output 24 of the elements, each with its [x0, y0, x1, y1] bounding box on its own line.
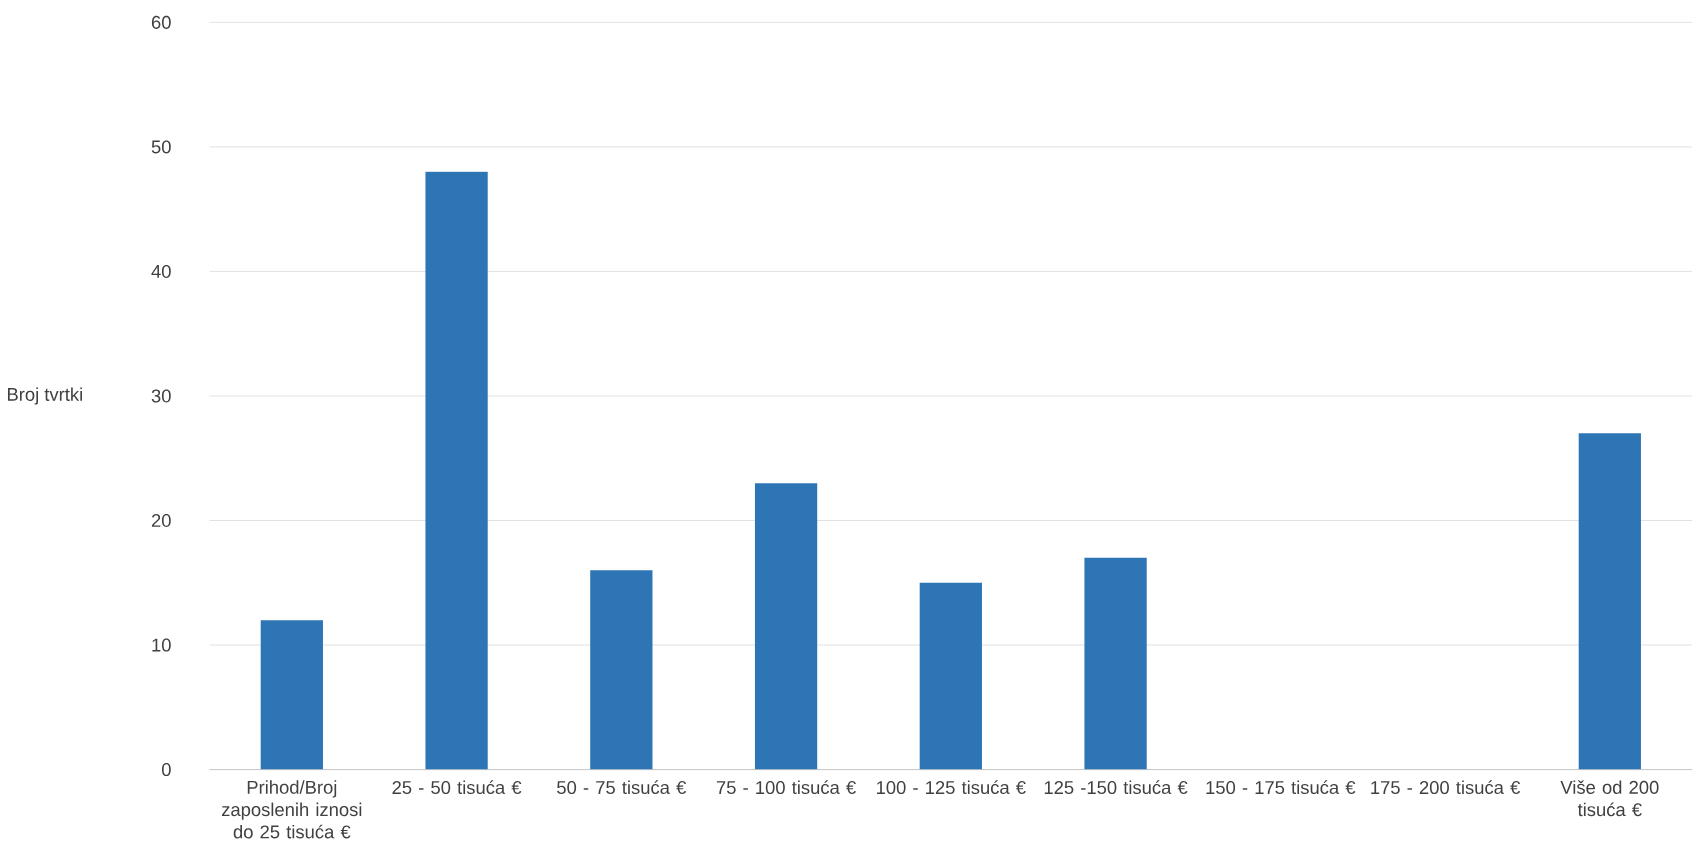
bar: [1578, 433, 1641, 770]
y-tick-label: 10: [152, 638, 171, 652]
y-axis-title: Broj tvrtki: [7, 387, 82, 405]
x-tick-label: 150 - 175 tisuća €: [1206, 780, 1356, 795]
y-tick-label: 30: [151, 389, 171, 403]
x-tick-label: Više od 200 tisuća €: [1560, 780, 1659, 817]
x-tick-label: 100 - 125 tisuća €: [876, 780, 1026, 795]
x-tick-label: 50 - 75 tisuća €: [557, 780, 687, 795]
y-tick-label: 50: [151, 140, 171, 154]
bar: [754, 483, 818, 770]
y-tick-label: 60: [151, 15, 171, 29]
bar: [425, 171, 488, 770]
y-tick-label: 0: [161, 763, 171, 777]
x-tick-label: 75 - 100 tisuća €: [716, 780, 856, 795]
y-tick-label: 20: [151, 514, 171, 528]
bar: [919, 582, 982, 770]
x-tick-label: 25 - 50 tisuća €: [392, 780, 522, 795]
y-tick-label: 40: [151, 264, 171, 278]
bar: [1084, 557, 1147, 770]
bar: [260, 620, 323, 770]
x-tick-label: 175 - 200 tisuća €: [1371, 780, 1521, 795]
x-tick-label: Prihod/Broj zaposlenih iznosi do 25 tisuća €: [221, 780, 362, 839]
x-tick-label: 125 -150 tisuća €: [1044, 780, 1188, 795]
bar: [590, 570, 653, 770]
